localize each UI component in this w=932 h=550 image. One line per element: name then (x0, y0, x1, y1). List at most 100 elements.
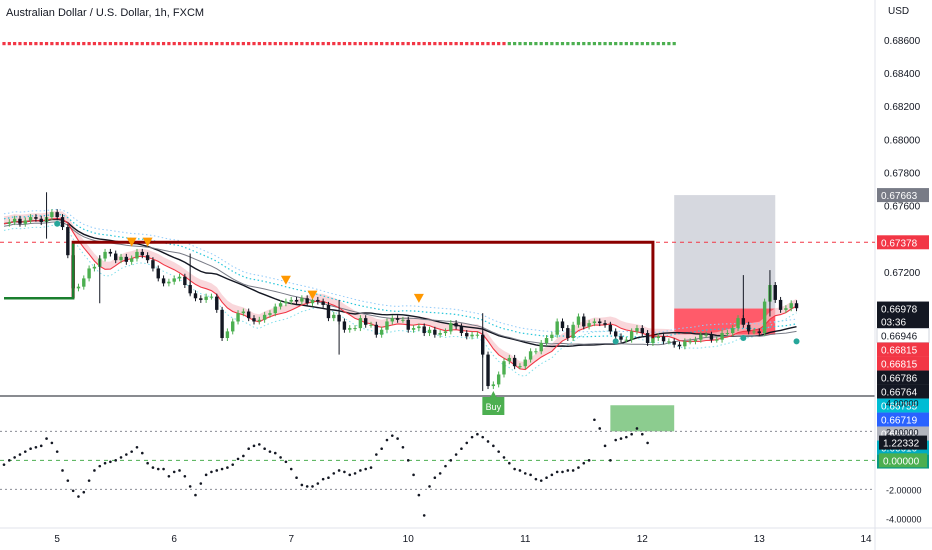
candle-body (635, 328, 639, 332)
signal-dot (656, 42, 660, 46)
price-tick-label: 0.67200 (884, 268, 921, 279)
candle-body (156, 268, 160, 279)
signal-dot (39, 42, 43, 46)
oscillator-highlight (610, 405, 675, 432)
candle-body (135, 251, 139, 259)
candle-body (789, 303, 793, 309)
signal-dot (273, 42, 277, 46)
candle-body (193, 293, 198, 299)
signal-dot (140, 42, 144, 46)
oscillator-dot (23, 450, 27, 453)
candle-body (587, 323, 591, 327)
oscillator-dot (561, 470, 564, 474)
candle-body (294, 299, 299, 302)
candle-body (411, 328, 416, 330)
oscillator-dot (103, 461, 107, 465)
candle-body (39, 218, 43, 223)
signal-dot (305, 42, 309, 46)
candle-body (12, 218, 17, 223)
price-tick-label: 0.68000 (884, 135, 921, 146)
candle-body (560, 321, 565, 329)
oscillator-dot (582, 461, 586, 465)
signal-dot (87, 42, 91, 46)
oscillator-dot (321, 477, 325, 481)
oscillator-dot (188, 485, 192, 488)
countdown-label: 03:36 (881, 318, 906, 329)
candle-body (539, 342, 543, 352)
candle-body (576, 316, 581, 325)
candle-body (746, 324, 751, 332)
oscillator-dot (162, 467, 165, 471)
candle-body (92, 266, 97, 269)
oscillator-dot (332, 472, 336, 475)
signal-dot (486, 42, 490, 46)
oscillator-dot (13, 456, 16, 459)
oscillator-dot (236, 457, 240, 461)
oscillator-dot (194, 493, 197, 497)
oscillator-dot (417, 493, 421, 497)
signal-dot (247, 42, 251, 46)
signal-dot (130, 42, 134, 46)
candle-body (709, 334, 714, 340)
signal-dot (108, 42, 112, 46)
oscillator-zero-box (879, 453, 927, 468)
oscillator-dot (204, 473, 208, 477)
candle-body (395, 318, 400, 320)
candle-body (55, 212, 59, 218)
oscillator-dot (61, 469, 64, 472)
candle-body (725, 333, 730, 335)
signal-dot (438, 42, 442, 46)
candle-body (624, 339, 629, 341)
signal-dot (332, 42, 336, 46)
signal-dot (491, 42, 495, 46)
oscillator-dot (268, 450, 272, 453)
oscillator-dot (18, 453, 22, 456)
signal-dot (667, 42, 671, 46)
candle-body (113, 253, 118, 261)
candle-body (544, 338, 549, 343)
candle-body (720, 333, 724, 340)
time-tick-label: 7 (288, 534, 294, 545)
signal-dot (396, 42, 400, 46)
oscillator-dot (454, 453, 458, 456)
oscillator-dot (523, 472, 527, 475)
oscillator-dot (220, 467, 224, 471)
oscillator-dot (77, 495, 80, 498)
oscillator-dot (109, 460, 112, 464)
candle-body (374, 324, 379, 335)
oscillator-dot (125, 453, 128, 456)
candle-body (651, 338, 655, 343)
oscillator-dot (279, 456, 282, 459)
candle-body (231, 321, 235, 332)
candle-body (145, 255, 150, 261)
candle-body (693, 339, 698, 342)
signal-dot (422, 42, 426, 46)
sell-signal-triangle (142, 237, 153, 247)
oscillator-dot (199, 482, 203, 485)
price-tick-label: 0.68400 (884, 69, 921, 80)
oscillator-dot (327, 476, 330, 480)
candle-body (103, 251, 107, 259)
signal-dot (188, 42, 192, 46)
sell-signal-triangle (280, 275, 291, 285)
candle-body (241, 311, 246, 314)
oscillator-dot (566, 469, 570, 472)
candle-body (60, 217, 65, 228)
oscillator-dot (502, 456, 506, 459)
signal-dot (661, 42, 666, 46)
oscillator-dot (87, 479, 91, 482)
candle-body (129, 258, 134, 262)
candle-body (773, 285, 777, 300)
signal-dot (385, 42, 389, 46)
time-tick-label: 5 (54, 534, 60, 545)
oscillator-dot (130, 450, 133, 453)
candle-body (342, 321, 347, 330)
signal-dot (374, 42, 378, 46)
signal-dot (358, 42, 362, 46)
oscillator-dot (428, 485, 431, 488)
sell-signal-triangle (413, 293, 424, 303)
candle-body (571, 324, 575, 339)
candle-body (209, 296, 214, 298)
time-tick-label: 11 (520, 534, 531, 545)
